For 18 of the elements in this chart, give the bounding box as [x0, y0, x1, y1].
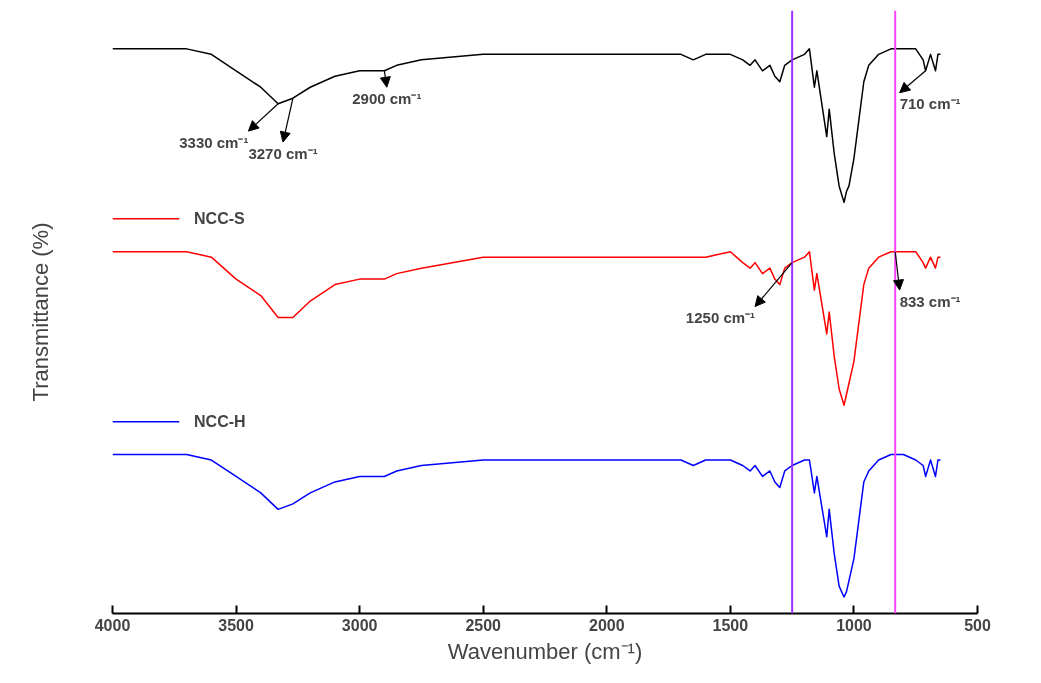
- annotation: 710 cm⁻¹: [899, 95, 961, 113]
- annotation: 3270 cm⁻¹: [248, 144, 318, 162]
- annotation: 1250 cm⁻¹: [685, 309, 756, 327]
- x-tick-label: 4000: [94, 616, 131, 634]
- x-axis-title: Wavenumber (cm⁻¹): [447, 638, 643, 664]
- legend-label: NCC-S: [194, 210, 246, 228]
- x-tick-label: 3500: [218, 616, 254, 634]
- x-tick-label: 2000: [588, 616, 625, 634]
- y-axis-title: Transmittance (%): [27, 222, 53, 402]
- x-tick-label: 1000: [836, 616, 872, 634]
- x-tick-label: 2500: [465, 616, 502, 634]
- annotation: 2900 cm⁻¹: [352, 89, 422, 107]
- legend-label: NCC-H: [194, 413, 246, 431]
- x-tick-label: 3000: [341, 616, 378, 634]
- annotation: 3330 cm⁻¹: [179, 133, 249, 151]
- annotation: 833 cm⁻¹: [899, 292, 961, 310]
- x-tick-label: 1500: [712, 616, 749, 634]
- x-tick-label: 500: [964, 616, 991, 634]
